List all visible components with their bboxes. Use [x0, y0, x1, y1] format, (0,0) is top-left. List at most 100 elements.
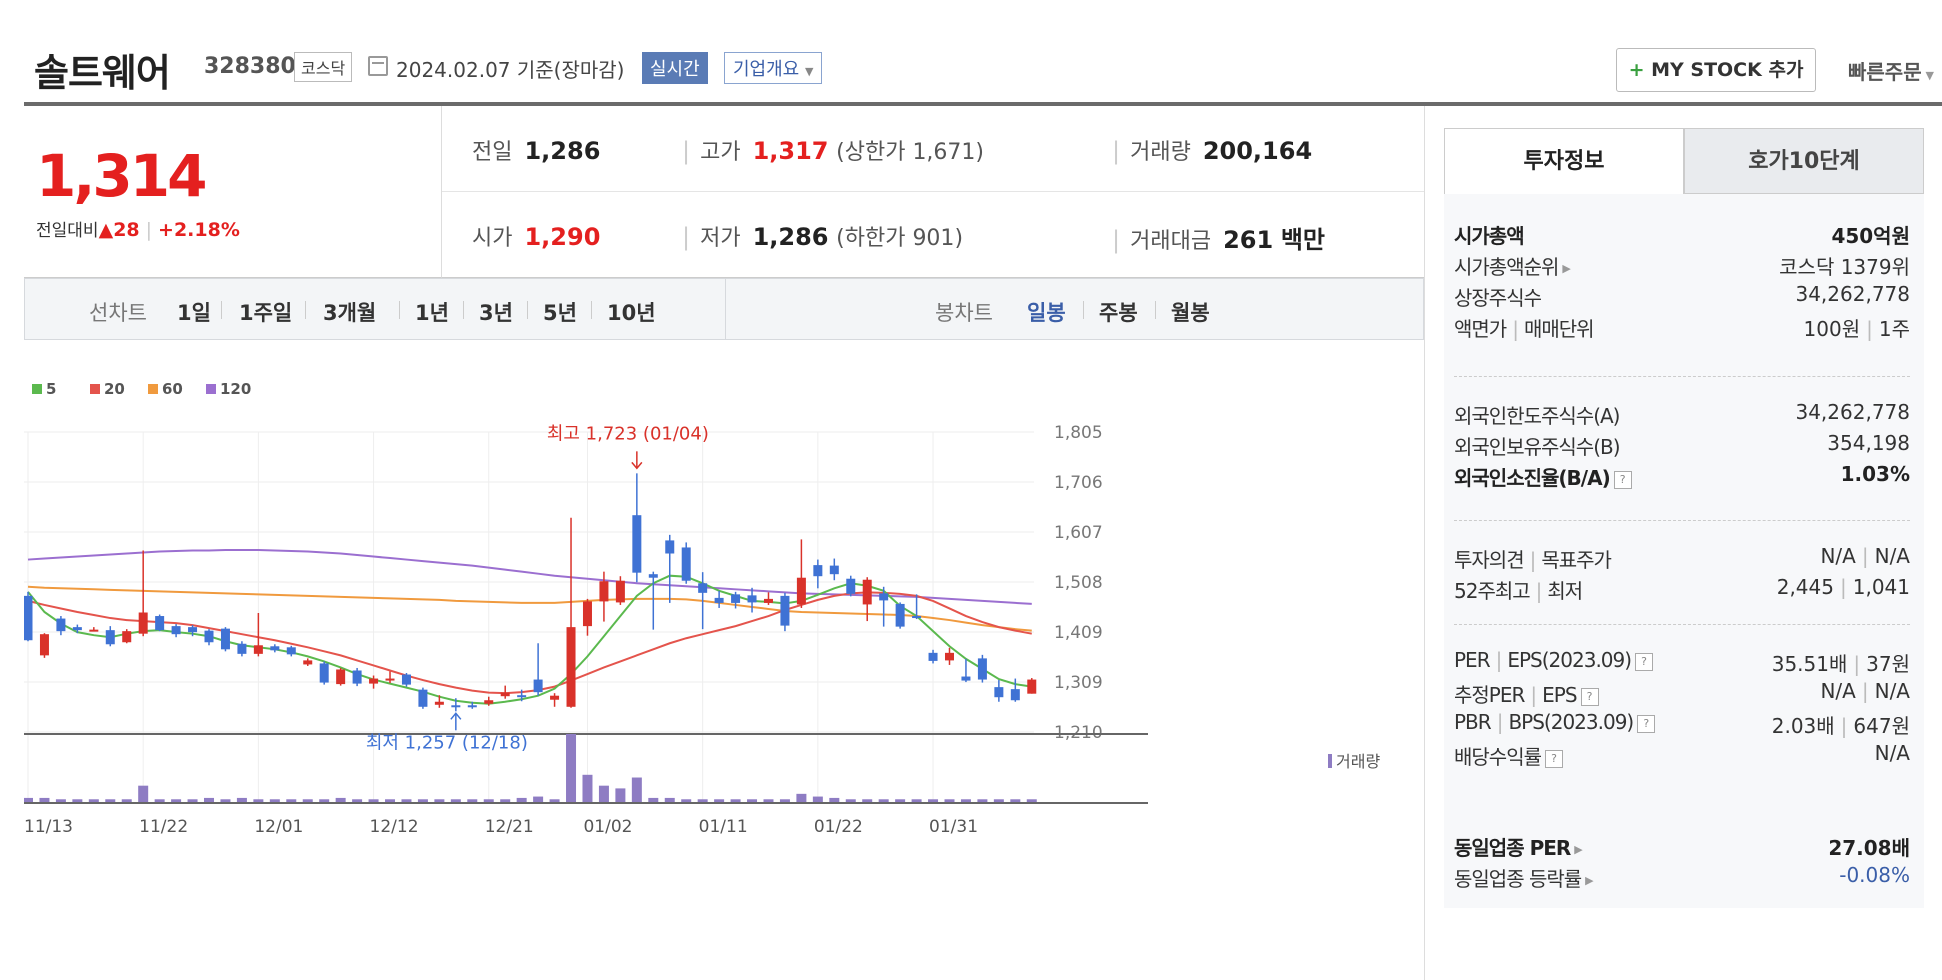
candle-body	[977, 658, 987, 680]
candle-body	[467, 705, 477, 708]
add-mystock-button[interactable]: + MY STOCK 추가	[1616, 48, 1816, 92]
period-3m[interactable]: 3개월	[323, 301, 377, 325]
candle-body	[56, 618, 66, 632]
volume-bar	[500, 799, 511, 802]
candle-body	[270, 646, 280, 651]
candle-daily[interactable]: 일봉	[1027, 301, 1066, 325]
info-row[interactable]: 동일업종 등락률 ▶ -0.08%	[1454, 855, 1910, 893]
realtime-button[interactable]: 실시간	[642, 52, 708, 84]
volume-bar	[582, 774, 593, 802]
volume-bar	[204, 797, 215, 802]
y-tick-label: 1,607	[1054, 523, 1103, 543]
info-value: 100원 | 1주	[1803, 317, 1910, 341]
info-value: N/A	[1874, 741, 1910, 765]
info-row: 액면가 | 매매단위 100원 | 1주	[1454, 305, 1910, 343]
volume-bar	[269, 799, 280, 802]
line-chart-label: 선차트	[89, 301, 147, 325]
candle-body	[253, 645, 263, 654]
volume-bar	[681, 799, 692, 802]
stock-code: 328380	[204, 54, 296, 79]
panel-tabs: 투자정보 호가10단계	[1444, 128, 1924, 194]
candle-body	[1027, 679, 1037, 694]
x-tick-label: 11/13	[24, 817, 73, 837]
help-icon[interactable]: ?	[1635, 653, 1654, 671]
volume-bar	[796, 793, 807, 802]
candle-body	[912, 616, 922, 619]
y-tick-label: 1,805	[1054, 423, 1103, 443]
tab-investment-info[interactable]: 투자정보	[1444, 128, 1684, 194]
calendar-icon[interactable]	[368, 56, 388, 76]
min-price-label: 최저 1,257 (12/18)	[366, 732, 528, 753]
period-5y[interactable]: 5년	[543, 301, 577, 325]
stock-chart[interactable]: 1,8051,7061,6071,5081,4091,3091,21011/13…	[24, 370, 1424, 970]
candle-monthly[interactable]: 월봉	[1171, 301, 1210, 325]
candle-body	[155, 616, 165, 631]
company-overview-dropdown[interactable]: 기업개요 ▼	[724, 52, 823, 84]
volume-bar	[220, 799, 231, 802]
volume-legend-swatch	[1328, 754, 1332, 768]
candle-body	[698, 583, 708, 593]
volume-bar	[862, 799, 873, 802]
stock-header: 솔트웨어 328380 코스닥 2024.02.07 기준(장마감) 실시간 기…	[24, 36, 1942, 96]
volume-bar	[549, 799, 560, 802]
candle-body	[879, 593, 889, 601]
y-tick-label: 1,409	[1054, 623, 1103, 643]
header-divider	[24, 102, 1942, 106]
tab-order-book[interactable]: 호가10단계	[1684, 128, 1924, 194]
candle-body	[994, 687, 1004, 698]
info-value: 354,198	[1827, 431, 1910, 455]
candle-body	[648, 574, 658, 578]
candle-body	[171, 626, 181, 635]
period-1w[interactable]: 1주일	[239, 301, 293, 325]
help-icon[interactable]: ?	[1637, 715, 1656, 733]
volume-bar	[566, 734, 577, 802]
candle-body	[105, 630, 115, 645]
info-label: 외국인한도주식수(A)	[1454, 404, 1620, 428]
candle-body	[220, 628, 230, 650]
help-icon[interactable]: ?	[1613, 471, 1632, 489]
x-tick-label: 12/01	[254, 817, 303, 837]
period-10y[interactable]: 10년	[607, 301, 656, 325]
info-label: 시가총액	[1454, 224, 1525, 248]
candle-body	[928, 652, 938, 661]
candle-body	[632, 515, 642, 573]
candle-weekly[interactable]: 주봉	[1099, 301, 1138, 325]
info-row: 52주최고 | 최저 2,445 | 1,041	[1454, 567, 1910, 605]
volume-bar	[730, 799, 741, 802]
chart-period-bar: 선차트 1일 1주일 3개월 1년 3년 5년 10년 봉차트 일봉 주봉 월봉	[24, 278, 1424, 340]
volume-bar	[105, 799, 116, 802]
candle-body	[484, 700, 494, 704]
period-1y[interactable]: 1년	[415, 301, 449, 325]
candle-body	[204, 630, 214, 643]
candle-body	[286, 647, 296, 655]
info-row[interactable]: 동일업종 PER ▶ 27.08배	[1454, 824, 1910, 862]
stat-open: 시가 1,290	[472, 223, 601, 251]
x-tick-label: 01/22	[814, 817, 863, 837]
volume-bar	[417, 799, 428, 802]
ma20-line	[27, 591, 1032, 695]
period-1d[interactable]: 1일	[177, 301, 211, 325]
info-label: 상장주식수	[1454, 286, 1542, 310]
current-price: 1,314	[36, 142, 207, 210]
change-rate: +2.18%	[158, 219, 240, 241]
info-row[interactable]: 시가총액순위 ▶ 코스닥 1379위	[1454, 243, 1910, 281]
volume-bar	[187, 799, 198, 802]
volume-bar	[697, 799, 708, 802]
x-tick-label: 12/12	[370, 817, 419, 837]
candle-body	[763, 598, 773, 603]
quick-order-dropdown[interactable]: 빠른주문 ▼	[1848, 60, 1934, 84]
info-label: 액면가 | 매매단위	[1454, 317, 1595, 341]
panel-divider	[1424, 106, 1425, 980]
chevron-right-icon: ▶	[1574, 843, 1583, 856]
stock-name: 솔트웨어	[34, 51, 171, 95]
volume-bar	[39, 797, 50, 802]
help-icon[interactable]: ?	[1580, 688, 1599, 706]
info-value: -0.08%	[1839, 863, 1910, 887]
volume-bar	[944, 799, 955, 802]
volume-bar	[236, 797, 247, 802]
period-3y[interactable]: 3년	[479, 301, 513, 325]
volume-bar	[533, 796, 544, 802]
y-tick-label: 1,309	[1054, 673, 1103, 693]
help-icon[interactable]: ?	[1545, 750, 1563, 768]
volume-bar	[319, 799, 330, 802]
